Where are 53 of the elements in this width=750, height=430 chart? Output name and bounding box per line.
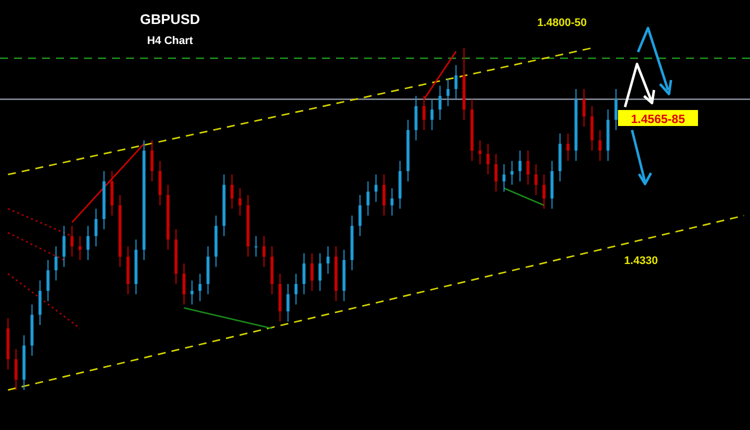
chart-title: GBPUSD [140, 11, 200, 27]
candlestick [318, 252, 322, 292]
candlestick [38, 280, 42, 326]
candlestick [150, 140, 154, 182]
candlestick [598, 130, 602, 162]
candlestick [438, 85, 442, 120]
candlestick [198, 273, 202, 302]
annotation: 1.4330 [624, 255, 658, 267]
candlestick [366, 180, 370, 216]
candlestick [590, 106, 594, 152]
candlestick [502, 164, 506, 192]
candlestick [286, 283, 290, 322]
candlestick [294, 273, 298, 305]
candlestick [510, 160, 514, 186]
candlestick [414, 95, 418, 141]
candlestick [486, 143, 490, 176]
candlestick [110, 170, 114, 216]
candlestick [430, 98, 434, 131]
candlestick [238, 188, 242, 216]
candlestick [78, 236, 82, 261]
candlestick [494, 154, 498, 192]
candlestick [454, 64, 458, 100]
candlestick [534, 164, 538, 196]
candlestick [70, 225, 74, 258]
candlestick [62, 225, 66, 268]
candlestick [446, 78, 450, 107]
candlestick [582, 88, 586, 128]
candlestick [326, 246, 330, 274]
candlestick [94, 208, 98, 247]
candlestick [310, 252, 314, 292]
candlestick [526, 150, 530, 186]
candlestick [374, 174, 378, 202]
text: 1.4800-50 [537, 17, 587, 29]
candlestick [158, 160, 162, 206]
candlestick [46, 260, 50, 302]
candlestick [14, 348, 18, 390]
annotation: 1.4565-85 [630, 112, 686, 126]
candlestick [390, 188, 394, 216]
candlestick [382, 174, 386, 216]
candlestick [478, 140, 482, 165]
chart-subtitle: H4 Chart [147, 35, 194, 47]
candlestick [86, 225, 90, 261]
candlestick [54, 246, 58, 282]
candlestick [566, 133, 570, 162]
candlestick [302, 252, 306, 295]
candlestick [614, 88, 618, 131]
candlestick [358, 194, 362, 237]
candlestick [518, 150, 522, 182]
candlestick [262, 236, 266, 268]
candlestick [182, 262, 186, 305]
candlestick [254, 236, 258, 258]
candlestick [542, 174, 546, 210]
candlestick [230, 174, 234, 210]
